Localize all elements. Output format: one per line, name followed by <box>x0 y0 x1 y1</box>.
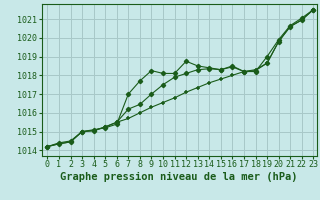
X-axis label: Graphe pression niveau de la mer (hPa): Graphe pression niveau de la mer (hPa) <box>60 172 298 182</box>
